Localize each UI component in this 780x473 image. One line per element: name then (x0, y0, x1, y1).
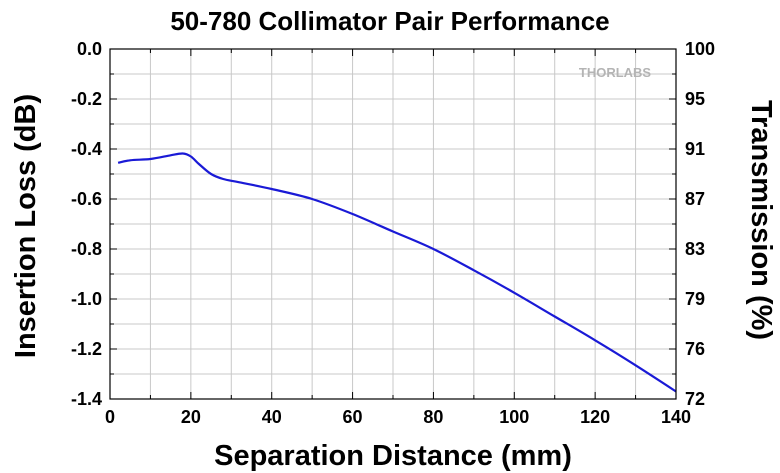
y-tick-label: -0.8 (71, 239, 102, 259)
y2-tick-label: 72 (685, 389, 705, 409)
y2-tick-label: 87 (685, 189, 705, 209)
x-tick-label: 20 (181, 407, 201, 427)
x-tick-label: 40 (262, 407, 282, 427)
y-axis-label: Insertion Loss (dB) (10, 94, 42, 358)
y-tick-label: -1.2 (71, 339, 102, 359)
y2-tick-label: 76 (685, 339, 705, 359)
y2-tick-label: 79 (685, 289, 705, 309)
plot-frame (109, 48, 677, 400)
chart-title: 50-780 Collimator Pair Performance (170, 6, 609, 36)
y2-tick-label: 95 (685, 89, 705, 109)
series-layer (117, 152, 677, 393)
y-tick-label: -1.0 (71, 289, 102, 309)
y-tick-label: -0.4 (71, 139, 102, 159)
grid (110, 49, 676, 399)
x-tick-label: 80 (423, 407, 443, 427)
x-tick-labels: 0 20 40 60 80 100 120 140 (105, 407, 691, 427)
x-tick-label: 60 (343, 407, 363, 427)
x-tick-label: 100 (499, 407, 529, 427)
y-tick-label: -1.4 (71, 389, 102, 409)
y2-tick-labels: 100 95 91 87 83 79 76 72 (685, 39, 715, 409)
y-tick-labels: 0.0 -0.2 -0.4 -0.6 -0.8 -1.0 -1.2 -1.4 (71, 39, 102, 409)
x-tick-label: 0 (105, 407, 115, 427)
series-line (117, 152, 677, 393)
y2-axis-label: Transmission (%) (745, 100, 777, 340)
y2-tick-label: 83 (685, 239, 705, 259)
x-tick-label: 120 (580, 407, 610, 427)
watermark-text: THORLABS (579, 65, 652, 80)
y-tick-label: 0.0 (77, 39, 102, 59)
y2-tick-label: 100 (685, 39, 715, 59)
y2-tick-label: 91 (685, 139, 705, 159)
y-tick-label: -0.6 (71, 189, 102, 209)
x-tick-label: 140 (661, 407, 691, 427)
watermark-logo: THORLABS (579, 65, 652, 80)
x-axis-label: Separation Distance (mm) (214, 440, 572, 472)
y-tick-label: -0.2 (71, 89, 102, 109)
